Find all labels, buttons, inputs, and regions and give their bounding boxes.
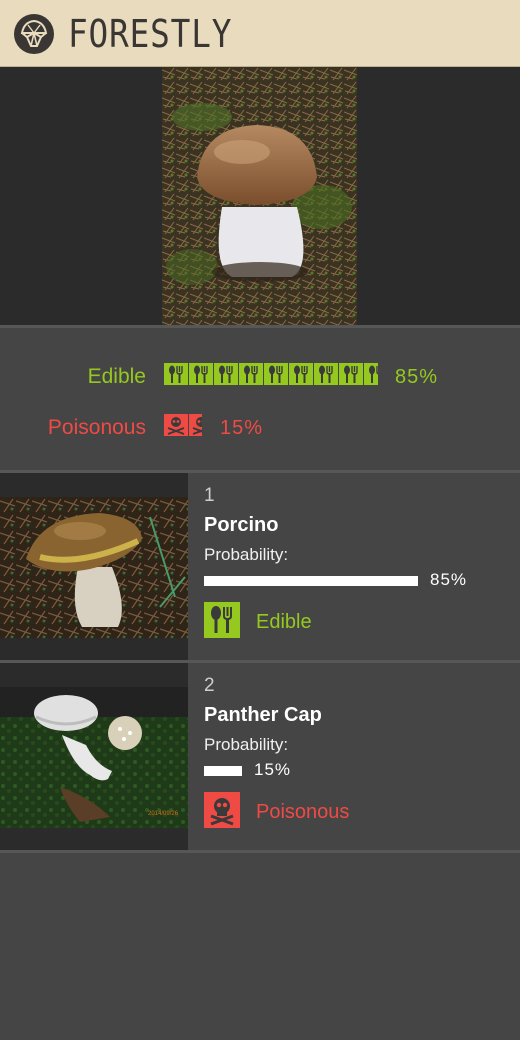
probability-tile: [164, 414, 188, 436]
result-category: Edible: [256, 611, 312, 633]
result-category: Poisonous: [256, 801, 350, 823]
probability-label: Probability:: [204, 545, 289, 564]
spoon-fork-icon: [204, 602, 240, 638]
result-item[interactable]: 2014/09/26 2 Panther Cap Probability: 15…: [0, 663, 520, 852]
probability-percent: 85%: [430, 570, 468, 589]
poisonous-probability-bar: [164, 414, 202, 436]
skull-crossbones-icon: [204, 792, 240, 828]
probability-tile: [364, 363, 378, 385]
divider: [0, 470, 520, 473]
classification-summary: Edible 85% Poisonous 15%: [0, 328, 520, 470]
app-header: FORESTLY: [0, 0, 520, 67]
probability-tile: [164, 363, 188, 385]
result-rank: 2: [204, 675, 215, 696]
result-item[interactable]: 1 Porcino Probability: 85% Edible: [0, 473, 520, 662]
probability-bar: [204, 766, 424, 776]
result-species-name: Porcino: [204, 514, 279, 536]
probability-tile: [289, 363, 313, 385]
probability-bar-fill: [204, 576, 418, 586]
poisonous-summary-percent: 15%: [220, 417, 264, 439]
result-species-name: Panther Cap: [204, 704, 322, 726]
divider: [0, 325, 520, 328]
probability-tile: [264, 363, 288, 385]
probability-tile: [189, 414, 202, 436]
divider: [0, 660, 520, 663]
app-title: FORESTLY: [68, 12, 233, 56]
edible-summary-label: Edible: [87, 365, 146, 388]
probability-tile: [189, 363, 213, 385]
photo-panel: [0, 67, 520, 325]
result-thumbnail-frame: 2014/09/26: [0, 663, 188, 852]
probability-bar-fill: [204, 766, 242, 776]
edible-probability-bar: [164, 363, 378, 385]
result-thumbnail-frame: [0, 473, 188, 662]
probability-tile: [314, 363, 338, 385]
probability-tile: [339, 363, 363, 385]
divider: [0, 850, 520, 853]
uploaded-mushroom-photo[interactable]: [162, 67, 357, 325]
probability-tile: [214, 363, 238, 385]
result-rank: 1: [204, 485, 215, 506]
porcino-thumbnail: [0, 497, 188, 638]
poisonous-summary-label: Poisonous: [47, 416, 146, 439]
probability-label: Probability:: [204, 735, 289, 754]
panther-cap-thumbnail: 2014/09/26: [0, 687, 188, 828]
probability-tile: [239, 363, 263, 385]
edible-summary-percent: 85%: [395, 366, 439, 388]
mushroom-logo-icon: [14, 14, 54, 54]
svg-text:2014/09/26: 2014/09/26: [148, 811, 179, 817]
probability-percent: 15%: [254, 760, 292, 779]
probability-bar: [204, 576, 424, 586]
